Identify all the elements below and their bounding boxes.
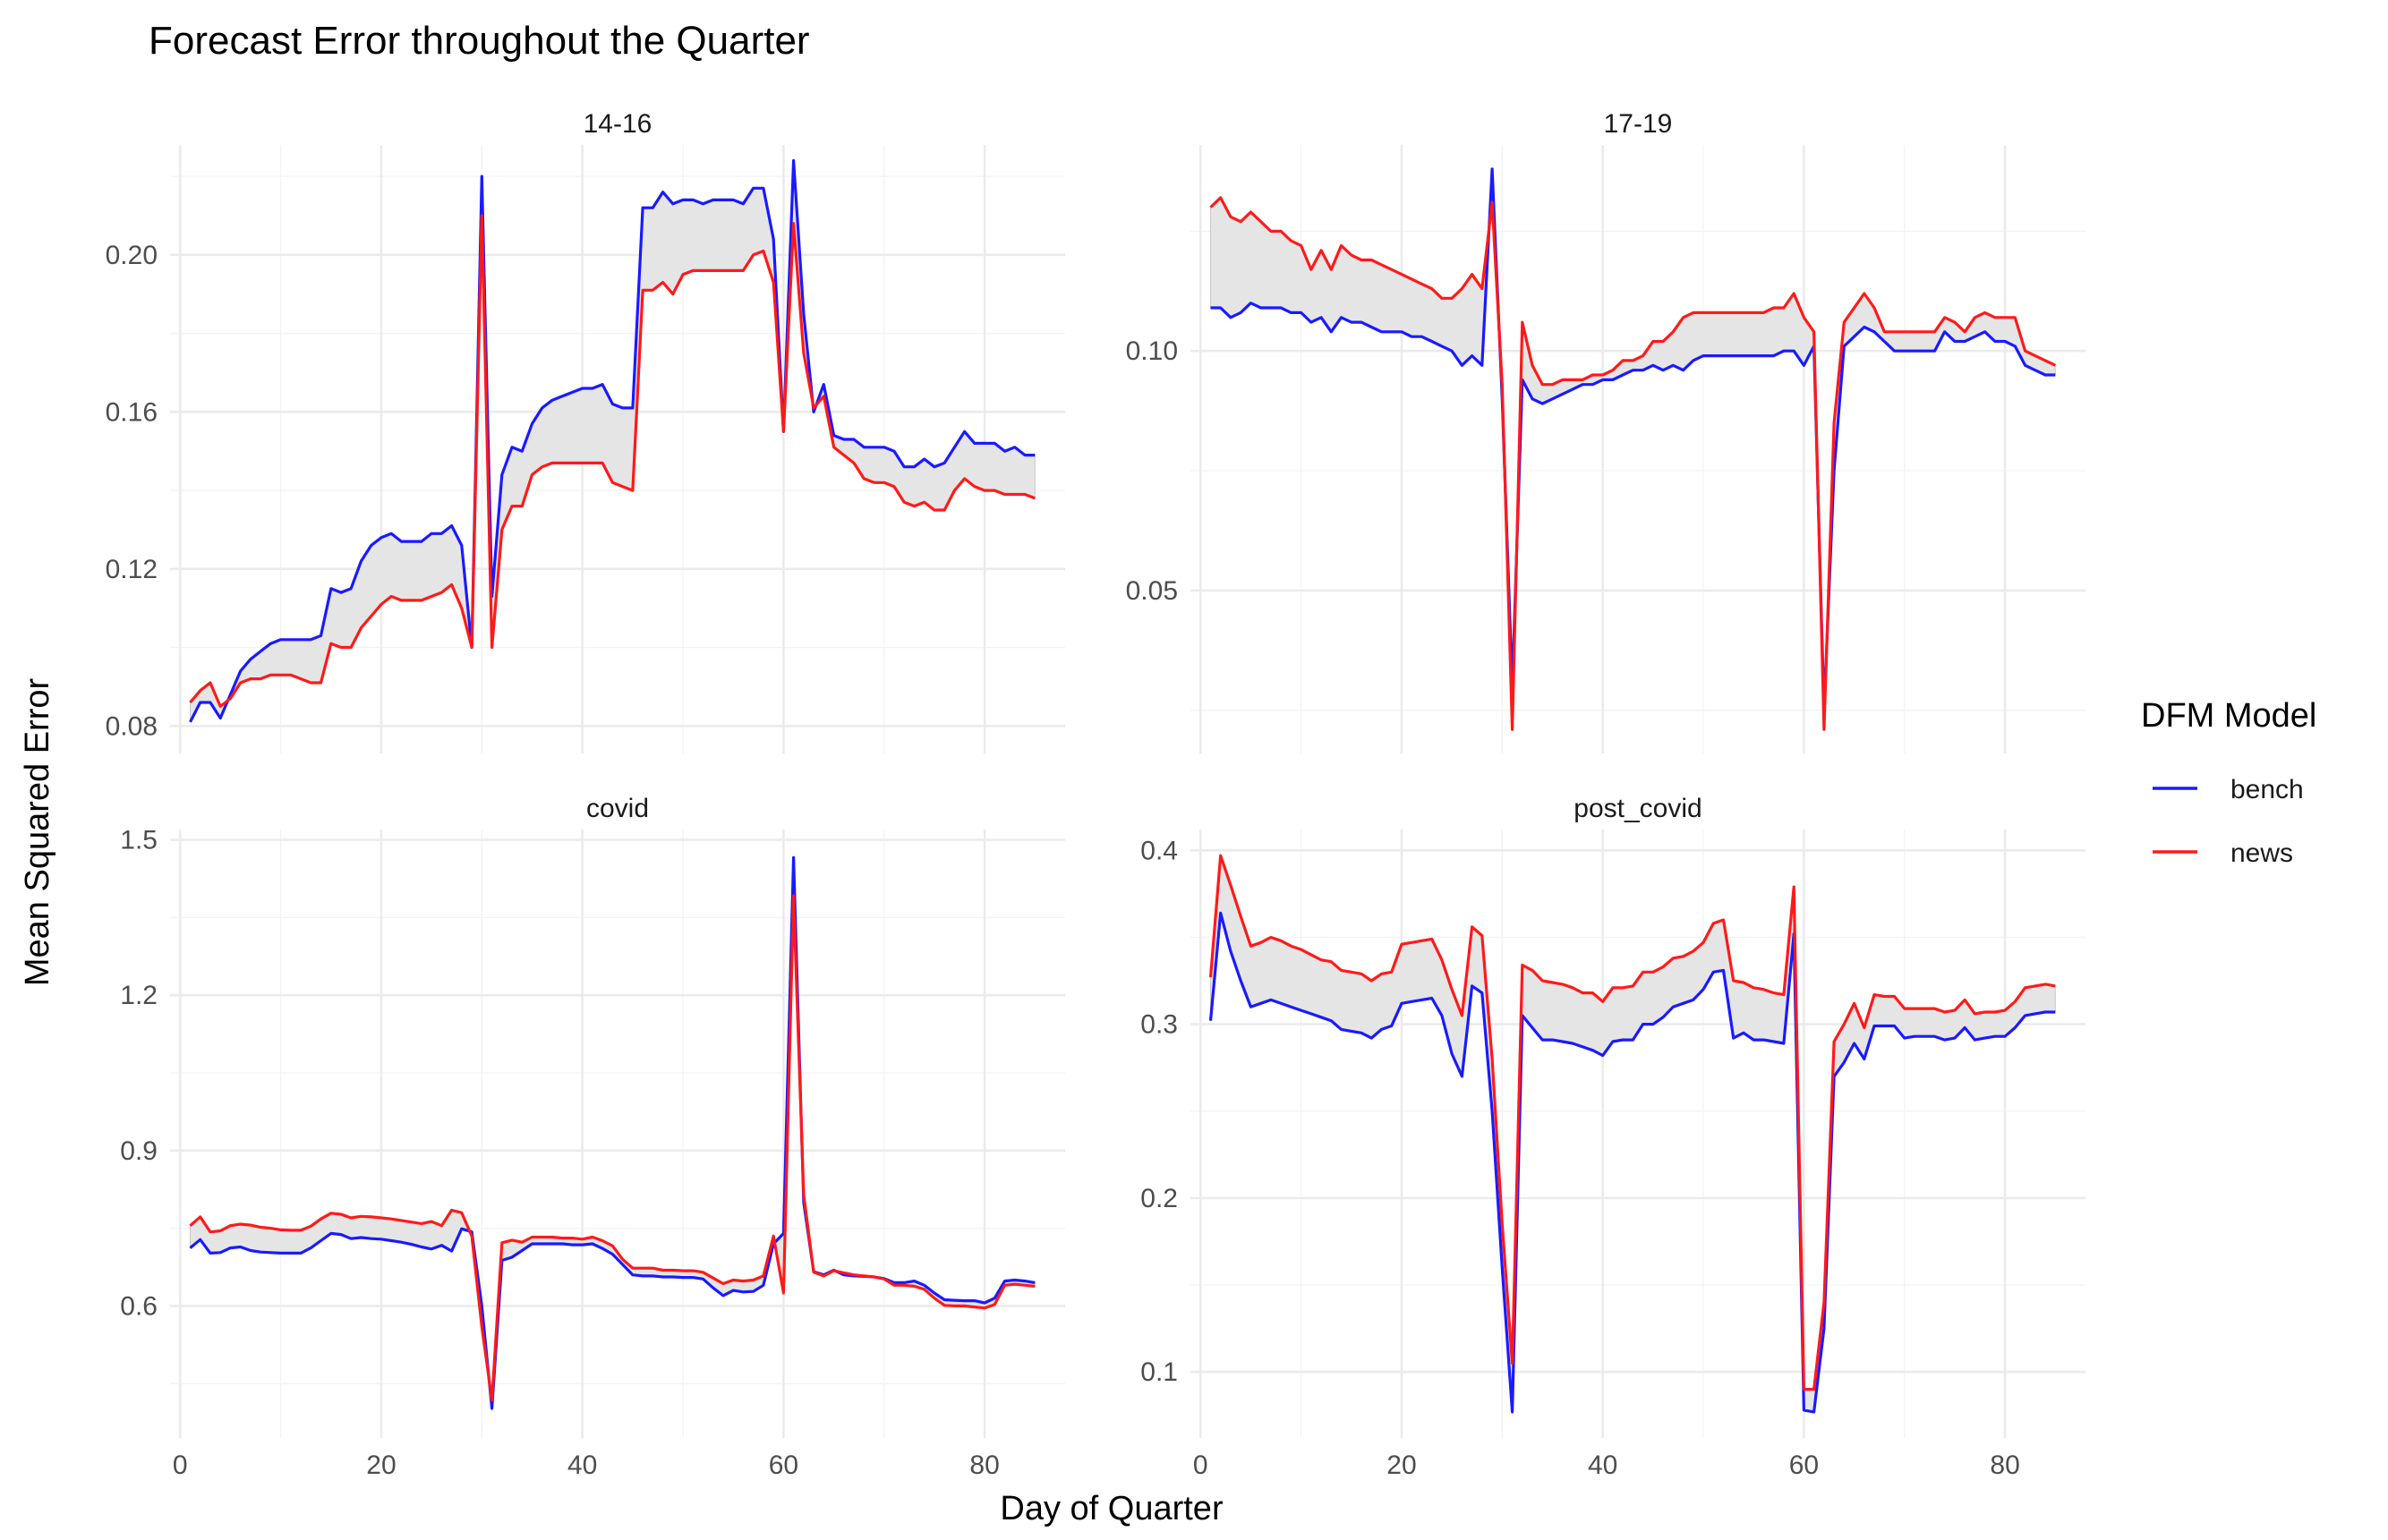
y-tick-label: 0.10: [1126, 336, 1178, 366]
x-tick-label: 80: [1990, 1451, 2019, 1480]
y-tick-label: 0.2: [1140, 1184, 1178, 1213]
facet-strip-label: post_covid: [1574, 794, 1701, 823]
panel-17-19: 17-19 0.05 0.10: [1126, 109, 2085, 753]
y-tick-label: 0.12: [106, 555, 158, 584]
series-line-news: [1209, 196, 2056, 731]
y-tick-label: 1.2: [120, 981, 158, 1010]
series-line-bench: [189, 855, 1036, 1410]
difference-ribbon: [1210, 855, 2056, 1413]
y-tick-label: 0.20: [106, 241, 158, 270]
y-tick-label: 0.16: [106, 397, 158, 427]
facet-strip-label: covid: [586, 794, 649, 823]
x-tick-label: 20: [1386, 1451, 1416, 1480]
x-tick-label: 40: [567, 1451, 597, 1480]
x-tick-label: 60: [769, 1451, 798, 1480]
panel-covid: covid 0.6 0.9 1.2 1.5 0 20 40 60 80: [120, 794, 1065, 1480]
series-line-bench: [1210, 167, 2056, 712]
facet-panels: 14-160.080.120.160.2017-190.050.10covid0…: [106, 109, 2085, 1480]
series-line-bench: [1208, 911, 2056, 1414]
y-tick-label: 0.3: [1140, 1010, 1178, 1040]
panel-14-16: 14-16 0.08 0.12 0.16 0.20: [106, 109, 1065, 753]
x-tick-label: 40: [1588, 1451, 1617, 1480]
series-line-news: [1208, 854, 2056, 1391]
legend: DFM Model bench news: [2141, 697, 2316, 868]
series-line-bench: [189, 158, 1036, 723]
x-tick-label: 0: [1193, 1451, 1208, 1480]
y-tick-label: 0.4: [1140, 836, 1178, 865]
y-tick-label: 0.05: [1126, 576, 1178, 606]
y-axis-title: Mean Squared Error: [19, 678, 56, 987]
x-axis-title: Day of Quarter: [1000, 1490, 1224, 1527]
y-tick-label: 1.5: [120, 826, 158, 855]
legend-label-news: news: [2230, 838, 2293, 868]
legend-label-bench: bench: [2230, 775, 2304, 804]
facet-strip-label: 17-19: [1604, 109, 1673, 139]
facet-strip-label: 14-16: [584, 109, 652, 139]
panel-post_covid: post_covid 0.1 0.2 0.3 0.4 0 20 40 60 80: [1140, 794, 2085, 1480]
series-line-news: [189, 894, 1036, 1402]
legend-title: DFM Model: [2141, 697, 2316, 735]
y-tick-label: 0.9: [120, 1136, 158, 1166]
series-line-news: [189, 214, 1036, 709]
y-tick-label: 0.1: [1140, 1357, 1178, 1387]
x-tick-label: 0: [173, 1451, 188, 1480]
x-tick-label: 20: [366, 1451, 396, 1480]
x-tick-label: 80: [969, 1451, 999, 1480]
y-tick-label: 0.08: [106, 711, 158, 741]
y-tick-label: 0.6: [120, 1291, 158, 1321]
difference-ribbon: [190, 857, 1036, 1409]
chart-title: Forecast Error throughout the Quarter: [149, 19, 810, 63]
x-tick-label: 60: [1789, 1451, 1819, 1480]
